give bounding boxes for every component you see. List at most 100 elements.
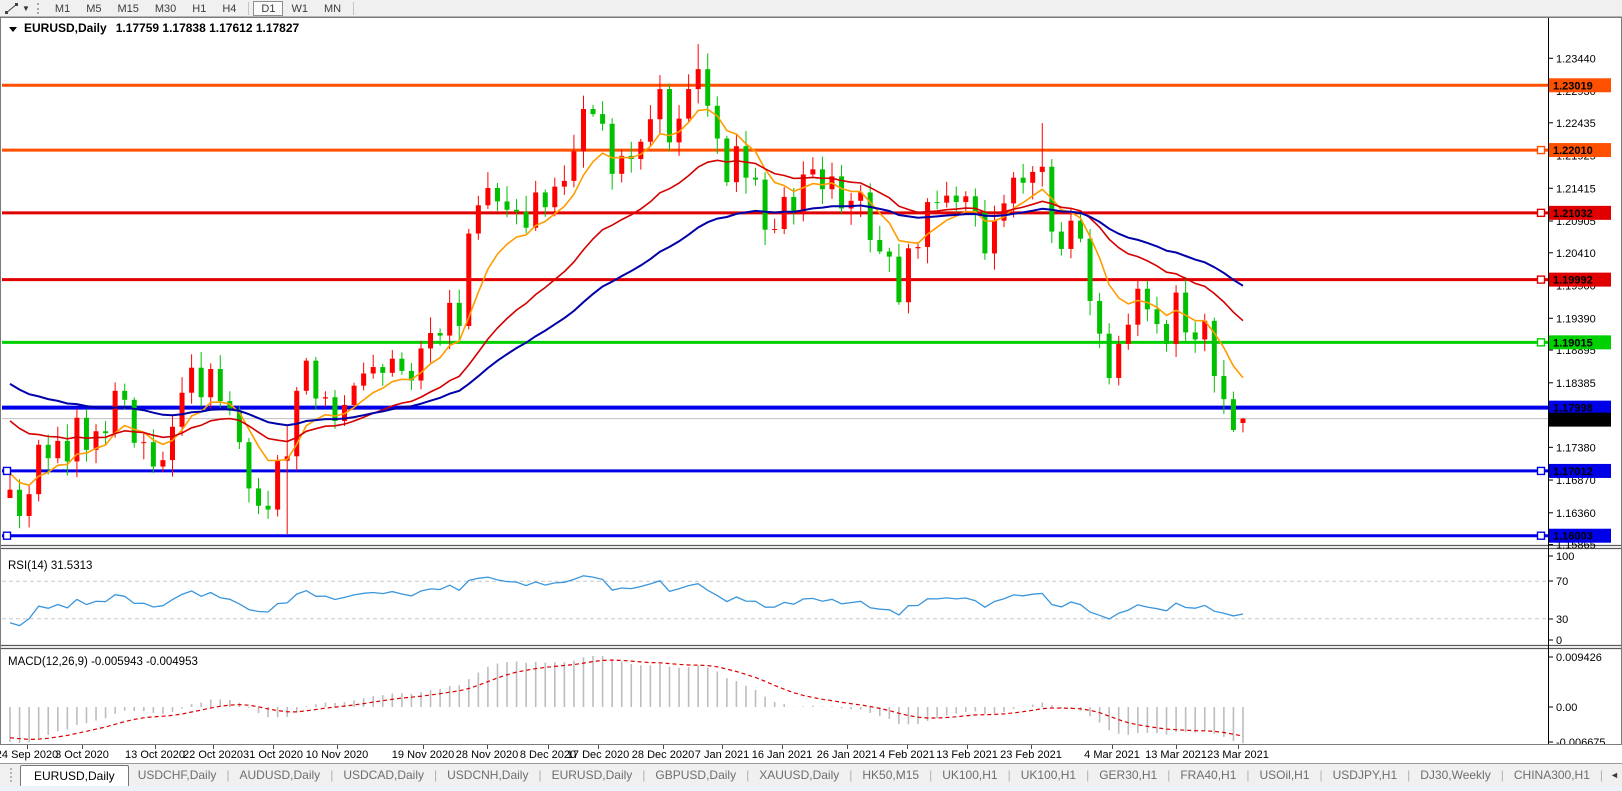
date-tick-mark: [273, 745, 274, 749]
tab-separator: |: [746, 768, 750, 782]
chart-tab-usdchf-daily[interactable]: USDCHF,Daily: [137, 768, 217, 782]
toolbar-grip[interactable]: [36, 2, 41, 14]
date-tick-mark: [598, 745, 599, 749]
top-toolbar: ▼ M1 M5 M15 M30 H1 H4 D1 W1 MN: [0, 0, 1622, 17]
chart-tab-usdcnh-daily[interactable]: USDCNH,Daily: [447, 768, 529, 782]
toolbar-divider: [353, 1, 355, 15]
chart-tab-eurusd-daily[interactable]: EURUSD,Daily: [20, 764, 129, 786]
chart-area[interactable]: 1.234401.229301.224351.219251.214151.209…: [0, 17, 1622, 749]
svg-text:1.19390: 1.19390: [1556, 313, 1596, 325]
timeframe-button-d1[interactable]: D1: [253, 0, 284, 16]
chart-tab-hk50-m15[interactable]: HK50,M15: [862, 768, 920, 782]
chart-tab-bar: EURUSD,Daily USDCHF,Daily | AUDUSD,Daily | US…: [0, 763, 1622, 786]
tab-separator: |: [538, 768, 542, 782]
date-tick-mark: [1112, 745, 1113, 749]
date-tick-label: 13 Feb 2021: [936, 749, 998, 761]
svg-text:0.00: 0.00: [1556, 702, 1577, 714]
timeframe-button-m30[interactable]: M30: [154, 2, 177, 15]
date-tick-mark: [487, 745, 488, 749]
date-tick-label: 28 Dec 2020: [631, 749, 695, 761]
timeframe-button-m15[interactable]: M15: [117, 2, 139, 15]
chart-tab-audusd-daily[interactable]: AUDUSD,Daily: [239, 768, 321, 782]
tab-scroll-left-icon[interactable]: ◄: [1610, 770, 1622, 780]
svg-text:1.22435: 1.22435: [1556, 118, 1596, 130]
timeframe-button-h4[interactable]: H4: [222, 2, 237, 15]
chart-tab-usoil-h1[interactable]: USOil,H1: [1259, 768, 1310, 782]
price-axis[interactable]: 1.234401.229301.224351.219251.214151.209…: [2, 18, 1612, 749]
date-axis[interactable]: 24 Sep 2020 3 Oct 2020 13 Oct 2020 22 Oct 2…: [0, 745, 1622, 763]
svg-text:1.17827: 1.17827: [1553, 415, 1593, 427]
chart-tab-usdjpy-h1[interactable]: USDJPY,H1: [1332, 768, 1398, 782]
svg-text:30: 30: [1556, 614, 1568, 626]
tab-separator: |: [1167, 768, 1171, 782]
line-handle[interactable]: [1536, 145, 1546, 155]
chart-tab-china300-h1[interactable]: CHINA300,H1: [1513, 768, 1590, 782]
timeframe-button-m1[interactable]: M1: [54, 2, 71, 15]
hline-price-badge: [1549, 528, 1611, 543]
tab-separator: |: [1319, 768, 1323, 782]
date-tick-label: 13 Oct 2020: [125, 749, 185, 761]
date-tick-label: 22 Oct 2020: [183, 749, 243, 761]
line-handle[interactable]: [1536, 338, 1546, 347]
tab-separator: |: [1007, 768, 1011, 782]
line-handle[interactable]: [1536, 531, 1546, 540]
line-handle[interactable]: [1536, 275, 1546, 284]
date-tick-mark: [722, 745, 723, 749]
rsi-pane[interactable]: [2, 575, 1548, 627]
chart-tab-dj30-weekly[interactable]: DJ30,Weekly: [1420, 768, 1491, 782]
rsi-label: RSI(14) 31.5313: [8, 560, 92, 572]
rsi-line: [9, 575, 1244, 627]
date-tick-label: 8 Dec 2020: [519, 749, 577, 761]
tab-separator: |: [226, 768, 230, 782]
chart-tab-gbpusd-daily[interactable]: GBPUSD,Daily: [655, 768, 737, 782]
chart-tab-uk100-h1[interactable]: UK100,H1: [1020, 768, 1077, 782]
symbol-dropdown-icon[interactable]: [9, 27, 17, 32]
date-tick-mark: [213, 745, 214, 749]
ma-slow-line[interactable]: [9, 204, 1244, 427]
timeframe-button-m5[interactable]: M5: [86, 2, 102, 15]
chart-svg[interactable]: 1.234401.229301.224351.219251.214151.209…: [0, 17, 1622, 749]
chart-tab-usdcad-daily[interactable]: USDCAD,Daily: [343, 768, 424, 782]
tab-separator: |: [1407, 768, 1411, 782]
date-tick-mark: [1176, 745, 1177, 749]
ma-medium-line[interactable]: [9, 159, 1244, 443]
hline-price-badge: [1549, 335, 1611, 350]
date-tick-label: 17 Dec 2020: [566, 749, 630, 761]
hline-price-badge: [1549, 400, 1611, 415]
tab-bar-grip: [10, 768, 12, 782]
current-price-badge: [1549, 412, 1611, 427]
svg-text:1.17380: 1.17380: [1556, 442, 1596, 454]
timeframe-button-mn[interactable]: MN: [323, 2, 342, 15]
chart-tab-fra40-h1[interactable]: FRA40,H1: [1180, 768, 1237, 782]
svg-text:1.17012: 1.17012: [1553, 466, 1593, 478]
chart-tab-eurusd-daily[interactable]: EURUSD,Daily: [551, 768, 633, 782]
date-tick-mark: [548, 745, 549, 749]
ma-fast-line[interactable]: [9, 108, 1244, 487]
hline-price-badge: [1549, 205, 1611, 220]
chart-tab-uk100-h1[interactable]: UK100,H1: [942, 768, 998, 782]
timeframe-button-w1[interactable]: W1: [291, 2, 308, 15]
macd-pane[interactable]: [9, 655, 1244, 744]
date-tick-mark: [967, 745, 968, 749]
chart-tab-xauusd-daily[interactable]: XAUUSD,Daily: [759, 768, 840, 782]
chart-tab-ger30-h1[interactable]: GER30,H1: [1099, 768, 1158, 782]
line-handle[interactable]: [2, 466, 12, 476]
macd-label: MACD(12,26,9) -0.005943 -0.004953: [8, 656, 198, 668]
line-handle[interactable]: [1536, 466, 1546, 476]
line-handle[interactable]: [1536, 208, 1546, 218]
price-pane[interactable]: [2, 44, 1548, 538]
trendline-icon: [5, 2, 18, 14]
svg-text:1.16360: 1.16360: [1556, 508, 1596, 520]
chart-title-row[interactable]: EURUSD,Daily 1.17759 1.17838 1.17612 1.17…: [9, 21, 300, 35]
svg-text:1.19015: 1.19015: [1553, 337, 1593, 349]
timeframe-button-h1[interactable]: H1: [192, 2, 207, 15]
svg-text:70: 70: [1556, 576, 1568, 588]
toolbar-divider: [248, 1, 250, 15]
tab-separator: |: [849, 768, 853, 782]
line-handle[interactable]: [2, 531, 12, 540]
svg-text:-0.006675: -0.006675: [1556, 737, 1606, 745]
chart-title: EURUSD,Daily 1.17759 1.17838 1.17612 1.17…: [24, 21, 300, 35]
tab-separator: |: [1246, 768, 1250, 782]
svg-text:1.18385: 1.18385: [1556, 378, 1596, 390]
line-studies-tool-button[interactable]: ▼: [2, 1, 32, 16]
